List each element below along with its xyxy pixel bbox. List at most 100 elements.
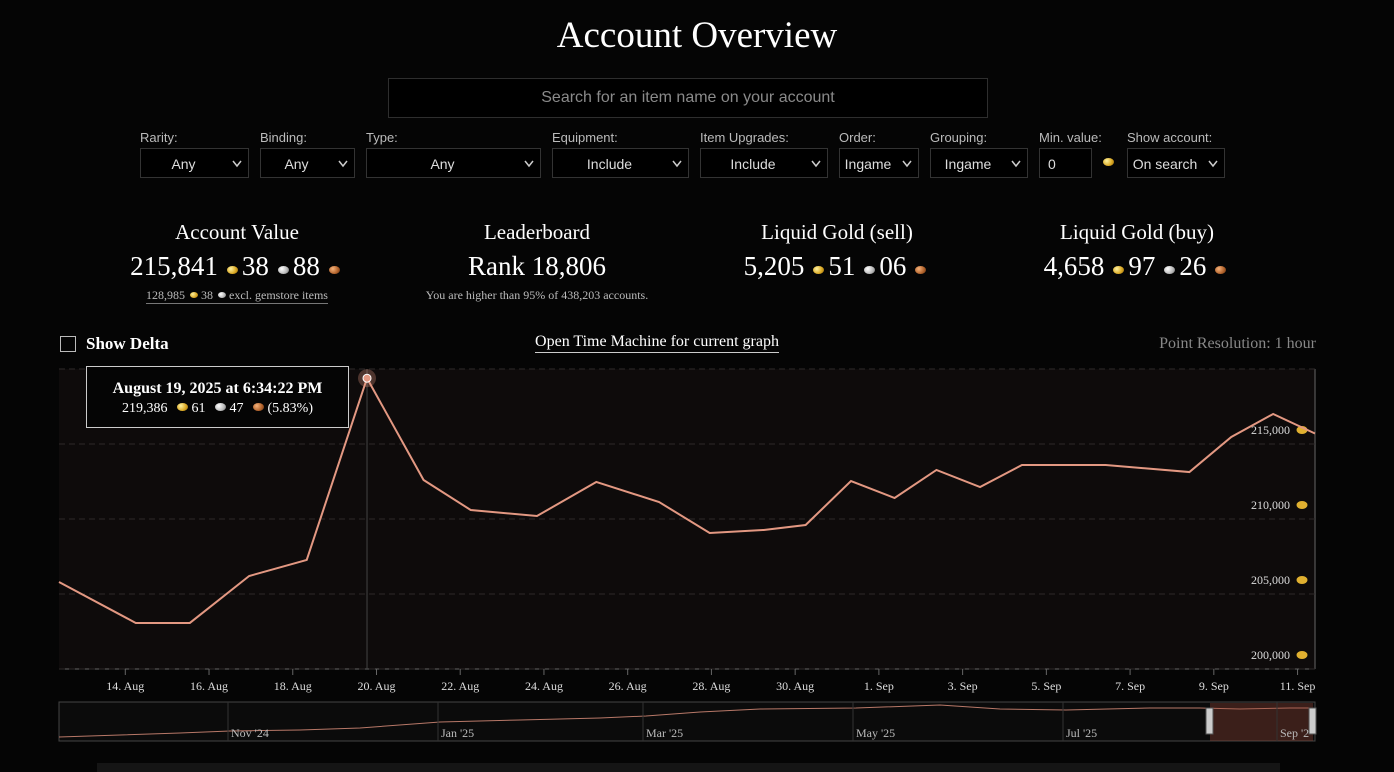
stat-value: 4,658 97 26 [987,251,1287,282]
x-tick-label: 16. Aug [190,679,228,693]
tooltip-date: August 19, 2025 at 6:34:22 PM [112,380,323,397]
coin-icon [1103,158,1114,166]
navigator[interactable] [58,701,1316,742]
series-line [58,375,1316,624]
x-tick-label: 1. Sep [864,679,894,693]
silver: 38 [201,288,213,302]
filter-label: Equipment: [552,130,618,145]
copper: 47 [229,401,244,416]
select[interactable]: On search [1127,148,1225,178]
stat-value: 5,205 51 06 [687,251,987,282]
filter-label: Grouping: [930,130,988,145]
select[interactable]: Any [366,148,541,178]
y-tick-label: 215,000 [1251,423,1290,437]
chevron [232,160,242,168]
filter-label: Item Upgrades: [700,130,789,145]
leaderboard: Leaderboard Rank 18,806 You are higher t… [387,220,687,303]
coin-icon [1296,651,1308,659]
gold: 4,658 [1043,251,1105,281]
stat-value: 215,841 38 88 [87,251,387,282]
filter-value: Any [171,156,196,172]
gold: 128,985 [146,288,185,302]
x-tick-label: 30. Aug [776,679,814,693]
hover-point [362,373,372,383]
account-value: Account Value 215,841 38 88 128,985 38 excl.… [87,220,387,304]
navigator-handle[interactable] [1308,707,1317,735]
filter-value: Any [430,156,455,172]
chevron [1208,160,1218,168]
stat-title: Liquid Gold (buy) [1060,220,1214,244]
navigator-label: Jul '25 [1066,726,1097,740]
x-tick-label: 3. Sep [948,679,978,693]
liquid-buy: Liquid Gold (buy) 4,658 97 26 [987,220,1287,282]
show-delta-label[interactable]: Show Delta [86,334,169,353]
copper: 26 [1179,251,1207,281]
time-machine-link[interactable]: Open Time Machine for current graph [457,333,857,353]
filter-value: Ingame [844,156,892,172]
chevron [524,160,534,168]
gold: 5,205 [743,251,805,281]
gold: 219,386 [122,401,168,416]
select[interactable]: Any [140,148,249,178]
filter-value: Include [730,156,776,172]
filter-value: On search [1132,156,1198,172]
select[interactable]: Include [700,148,828,178]
stat-title: Leaderboard [483,220,591,244]
silver: 38 [241,251,269,281]
x-tick-label: 26. Aug [609,679,647,693]
x-tick-label: 20. Aug [357,679,395,693]
stat-note[interactable]: 128,985 38 excl. gemstore items [146,288,328,304]
coin-icon [1296,501,1308,509]
rank: Rank 18,806 [468,251,606,281]
silver: 51 [828,251,856,281]
x-tick-label: 11. Sep [1280,679,1316,693]
x-tick-label: 9. Sep [1199,679,1229,693]
navigator-selection[interactable] [1210,703,1313,741]
copper: 88 [292,251,320,281]
select[interactable]: Ingame [839,148,919,178]
navigator-label: Sep '2 [1280,726,1309,740]
navigator-label: Nov '24 [231,726,269,740]
x-tick-label: 5. Sep [1031,679,1061,693]
chevron [1011,160,1021,168]
select[interactable]: Include [552,148,689,178]
x-tick-label: 24. Aug [525,679,563,693]
change: (5.83%) [267,401,314,416]
chevron [672,160,682,168]
chevron [811,160,821,168]
liquid-sell: Liquid Gold (sell) 5,205 51 06 [687,220,987,282]
coin-icon [1296,576,1308,584]
note-text: excl. gemstore items [229,288,328,302]
filter-label: Binding: [260,130,307,145]
navigator-line [58,704,1313,738]
filter-value: Include [586,156,633,172]
checkbox[interactable] [60,336,76,352]
x-tick-label: 22. Aug [441,679,479,693]
resolution: Point Resolution: 1 hour [1159,335,1316,352]
select[interactable]: Any [260,148,355,178]
chevron [902,160,912,168]
y-tick-label: 205,000 [1251,573,1290,587]
x-tick-label: 18. Aug [274,679,312,693]
copper: 06 [879,251,907,281]
select[interactable]: Ingame [930,148,1028,178]
silver: 97 [1128,251,1156,281]
gold: 215,841 [130,251,218,281]
navigator-label: May '25 [856,726,895,740]
link-text[interactable]: Open Time Machine for current graph [535,333,779,353]
navigator-handle[interactable] [1205,707,1214,735]
filter-label: Rarity: [140,130,178,145]
x-tick-label: 7. Sep [1115,679,1145,693]
y-tick-label: 210,000 [1251,498,1290,512]
chevron [338,160,348,168]
x-tick-label: 28. Aug [692,679,730,693]
search-input[interactable]: Search for an item name on your account [388,78,988,118]
page-title: Account Overview [556,15,838,56]
filter-value: Ingame [944,156,992,172]
filter-value: Any [284,156,309,172]
stat-title: Account Value [175,220,299,244]
filter-value: 0 [1048,156,1056,172]
stat-title: Liquid Gold (sell) [761,220,913,244]
input[interactable]: 0 [1039,148,1092,178]
y-tick-label: 200,000 [1251,648,1290,662]
